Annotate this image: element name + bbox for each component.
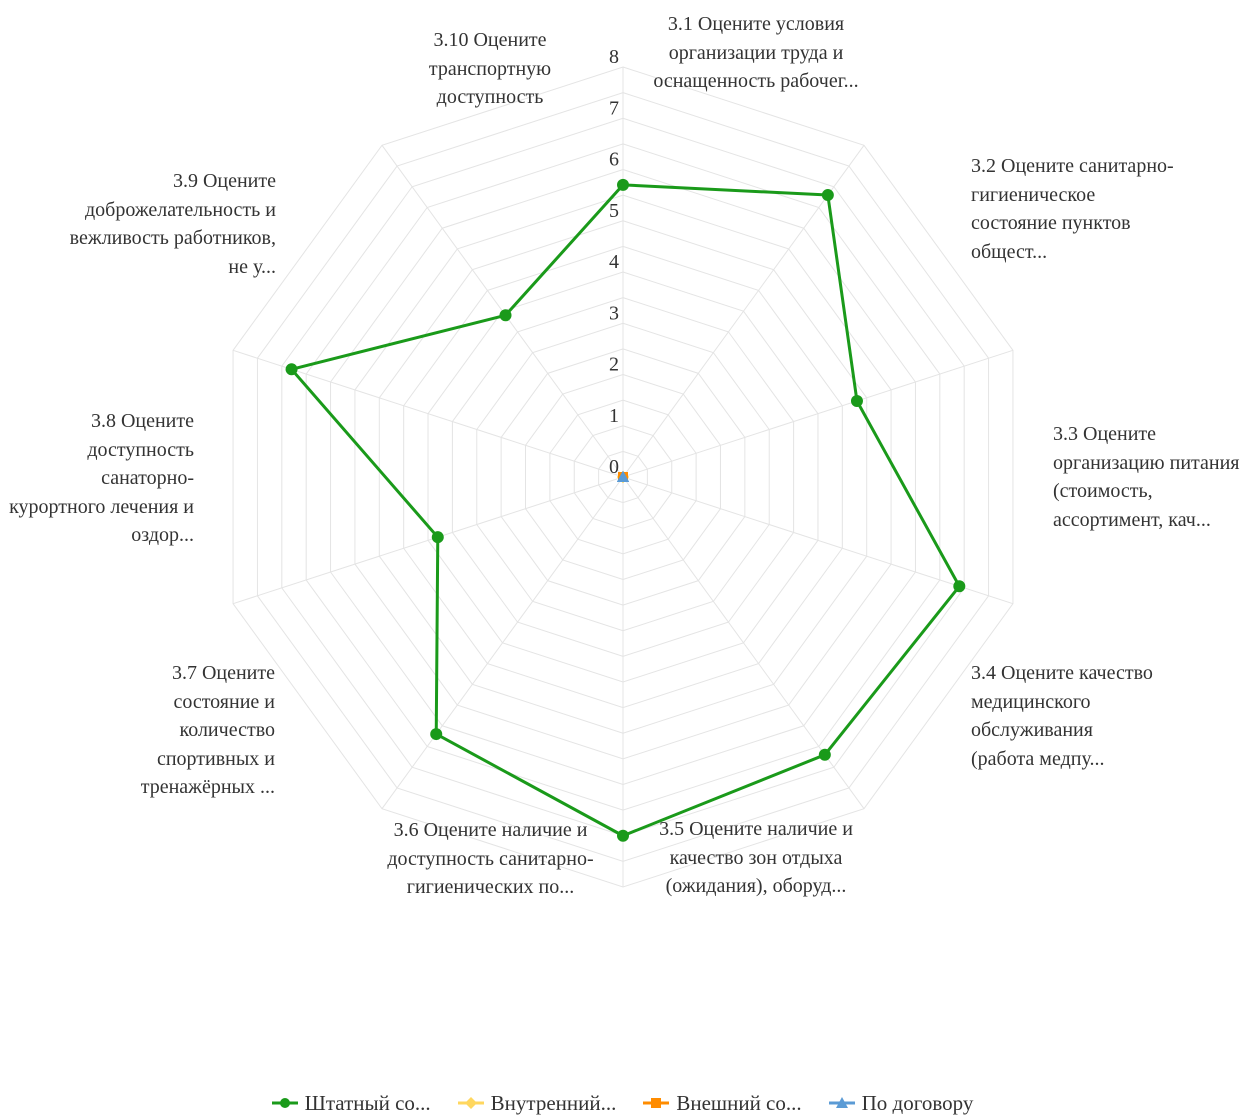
grid-spoke bbox=[232, 476, 624, 605]
axis-label-3-3: 3.3 Оцените организацию питания (стоимос… bbox=[1053, 423, 1240, 531]
tick-label: 3 bbox=[609, 302, 619, 324]
grid-spoke bbox=[622, 476, 1014, 605]
axis-label-3-8: 3.8 Оцените доступность санаторно-курорт… bbox=[9, 410, 194, 546]
data-point[interactable] bbox=[430, 728, 443, 741]
axis-label-3-4: 3.4 Оцените качество медицинского обслуж… bbox=[971, 662, 1153, 770]
axis-label-3-1: 3.1 Оцените условия организации труда и … bbox=[653, 13, 859, 92]
grid-spoke bbox=[381, 476, 624, 809]
legend-label: Внутренний... bbox=[490, 1090, 617, 1115]
series-layer bbox=[285, 178, 966, 842]
grid-spoke bbox=[232, 349, 624, 478]
triangle-marker-icon bbox=[828, 1097, 855, 1108]
data-point[interactable] bbox=[953, 580, 966, 593]
radial-tick-labels: 0 1 2 3 4 5 6 7 8 bbox=[609, 46, 619, 478]
series-line bbox=[290, 183, 961, 838]
data-point[interactable] bbox=[431, 531, 444, 544]
axis-label-3-6: 3.6 Оцените наличие и доступность санита… bbox=[387, 819, 594, 898]
square-marker-icon bbox=[643, 1098, 670, 1108]
legend: Штатный со... Внутренний... Внешний со..… bbox=[0, 1088, 1244, 1118]
diamond-marker-icon bbox=[457, 1097, 484, 1109]
tick-label: 0 bbox=[609, 456, 619, 478]
data-point[interactable] bbox=[818, 748, 831, 761]
series-0 bbox=[285, 178, 966, 842]
axis-label-3-2: 3.2 Оцените санитарно-гигиеническое сост… bbox=[971, 155, 1174, 263]
data-point[interactable] bbox=[617, 829, 629, 842]
legend-label: Штатный со... bbox=[304, 1090, 431, 1115]
series-3 bbox=[617, 471, 629, 482]
grid-spoke bbox=[622, 145, 865, 478]
tick-label: 7 bbox=[609, 97, 619, 119]
data-point[interactable] bbox=[850, 394, 863, 407]
data-point[interactable] bbox=[499, 309, 512, 322]
legend-label: По договору bbox=[861, 1090, 974, 1115]
tick-label: 6 bbox=[609, 149, 619, 171]
data-point[interactable] bbox=[821, 189, 834, 202]
axis-label-3-10: 3.10 Оцените транспортную доступность bbox=[428, 29, 552, 108]
tick-label: 5 bbox=[609, 200, 619, 222]
legend-item-staff[interactable]: Штатный со... bbox=[271, 1091, 431, 1116]
circle-marker-icon bbox=[271, 1098, 298, 1108]
legend-item-contract[interactable]: По договору bbox=[828, 1090, 974, 1116]
tick-label: 1 bbox=[609, 405, 619, 427]
legend-label: Внешний со... bbox=[676, 1090, 802, 1115]
axis-label-3-5: 3.5 Оцените наличие и качество зон отдых… bbox=[659, 818, 853, 897]
data-point[interactable] bbox=[285, 363, 298, 376]
tick-label: 4 bbox=[609, 251, 619, 273]
axis-label-3-9: 3.9 Оцените доброжелательность и вежливо… bbox=[69, 170, 276, 278]
tick-label: 2 bbox=[609, 354, 619, 376]
data-point[interactable] bbox=[617, 178, 629, 191]
axis-label-3-7: 3.7 Оцените состояние и количество спорт… bbox=[140, 662, 275, 798]
legend-item-internal[interactable]: Внутренний... bbox=[457, 1090, 617, 1116]
legend-item-external[interactable]: Внешний со... bbox=[642, 1090, 802, 1116]
grid-spoke bbox=[622, 349, 1014, 478]
data-point[interactable] bbox=[617, 471, 629, 482]
tick-label: 8 bbox=[609, 46, 619, 68]
